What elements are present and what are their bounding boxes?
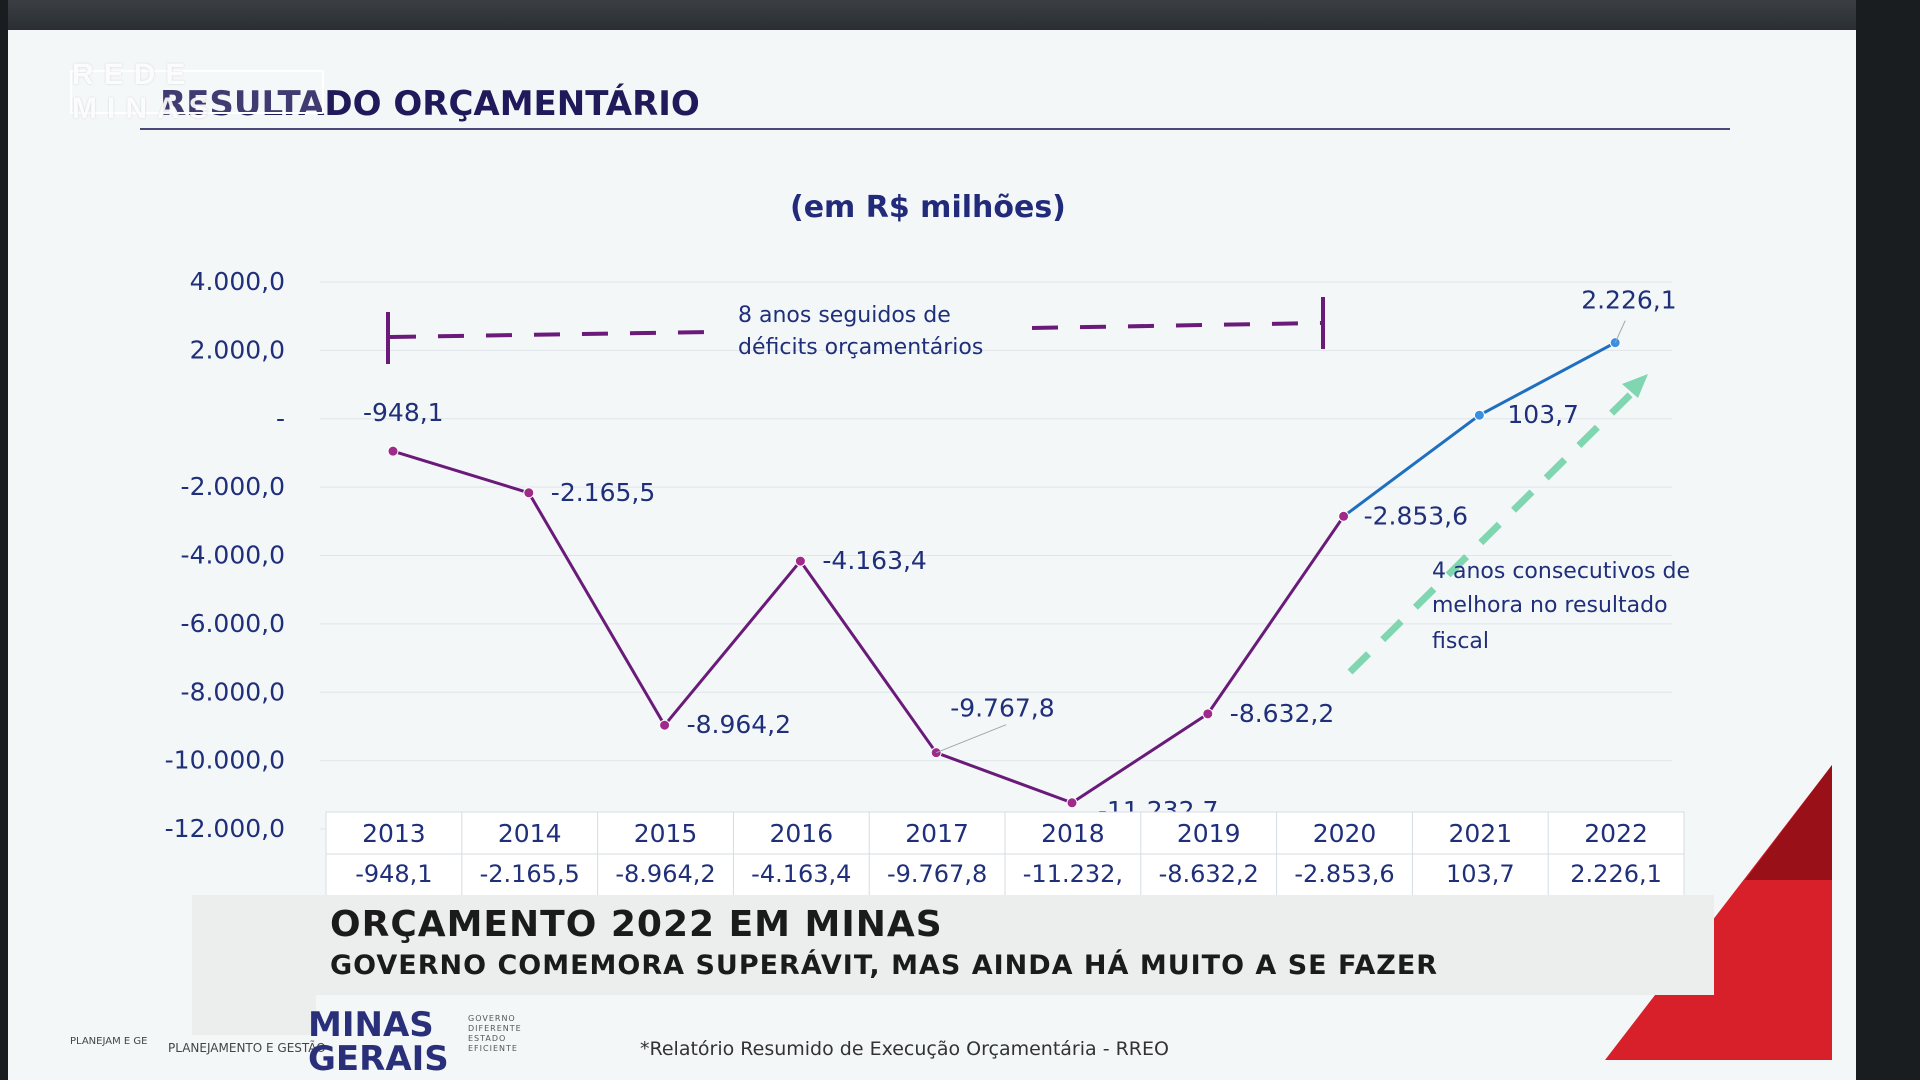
table-year-cell: 2017 xyxy=(905,819,969,848)
logo-line2: GERAIS xyxy=(308,1039,449,1079)
series-segment xyxy=(663,560,802,727)
data-point xyxy=(523,487,535,499)
screen-bezel-right xyxy=(1856,0,1920,1080)
data-label: -8.632,2 xyxy=(1230,699,1334,728)
table-value-cell: -9.767,8 xyxy=(887,860,987,888)
table-year-cell: 2015 xyxy=(634,819,698,848)
table-year-cell: 2016 xyxy=(769,819,833,848)
lower-third-tab xyxy=(192,995,316,1035)
data-label: -9.767,8 xyxy=(950,694,1054,723)
data-point xyxy=(387,445,399,457)
table-year-cell: 2014 xyxy=(498,819,562,848)
data-label: 2.226,1 xyxy=(1581,286,1676,315)
y-tick-label: 2.000,0 xyxy=(190,335,285,364)
slide-title: RESULTADO ORÇAMENTÁRIO xyxy=(160,84,700,124)
table-year-cell: 2020 xyxy=(1313,819,1377,848)
y-tick-label: -10.000,0 xyxy=(165,746,285,775)
data-point xyxy=(1202,708,1214,720)
deficit-annotation-line1: 8 anos seguidos de xyxy=(738,303,951,328)
y-tick-label: -8.000,0 xyxy=(181,677,285,706)
improve-annotation-line2: melhora no resultado xyxy=(1432,593,1668,618)
planning-logo: PLANEJAMENTO E GESTÃO xyxy=(168,1041,326,1055)
logo-line1: MINAS xyxy=(308,1005,434,1045)
table-value-cell: -8.632,2 xyxy=(1159,860,1259,888)
table-value-cell: 103,7 xyxy=(1446,860,1515,888)
deficit-bracket: 8 anos seguidos de déficits orçamentário… xyxy=(386,297,1325,364)
screen-bezel-left xyxy=(0,0,8,1080)
deficit-annotation-line2: déficits orçamentários xyxy=(738,335,983,360)
data-point xyxy=(1338,510,1350,522)
data-label: -2.853,6 xyxy=(1364,501,1468,530)
series-segment xyxy=(1206,515,1345,715)
leader-line xyxy=(1614,320,1626,343)
table-value-cell: -8.964,2 xyxy=(615,860,715,888)
news-subheadline: GOVERNO COMEMORA SUPERÁVIT, MAS AINDA HÁ… xyxy=(330,950,1439,981)
series-segment xyxy=(935,751,1073,805)
improve-annotation-line1: 4 anos consecutivos de xyxy=(1432,559,1690,584)
data-label: -2.165,5 xyxy=(551,478,655,507)
improvement-arrow-shaft xyxy=(1347,387,1638,675)
data-label: 103,7 xyxy=(1507,400,1579,429)
series-segment xyxy=(1478,341,1616,417)
lower-third-panel xyxy=(192,895,1714,995)
grid-lines xyxy=(320,281,1672,830)
y-tick-label: -4.000,0 xyxy=(181,541,285,570)
series-lines xyxy=(392,341,1616,805)
data-labels: -948,1-2.165,5-8.964,2-4.163,4-9.767,8-1… xyxy=(363,286,1677,825)
table-value-cell: -4.163,4 xyxy=(751,860,851,888)
table-year-cell: 2018 xyxy=(1041,819,1105,848)
chart-subtitle: (em R$ milhões) xyxy=(790,190,1066,225)
series-segment xyxy=(799,560,938,754)
news-headline: ORÇAMENTO 2022 EM MINAS xyxy=(330,904,943,945)
data-table: 2013 2014 2015 2016 2017 2018 2019 2020 2021 2022… xyxy=(325,811,1685,897)
table-value-cell: -948,1 xyxy=(355,860,432,888)
series-segment xyxy=(392,449,530,495)
source-footnote: *Relatório Resumido de Execução Orçament… xyxy=(640,1038,1169,1060)
table-value-cell: -2.853,6 xyxy=(1294,860,1394,888)
improvement-arrow-head xyxy=(1622,374,1648,398)
table-year-cell: 2022 xyxy=(1584,819,1648,848)
leader-line xyxy=(936,724,1007,754)
improvement-arrow: 4 anos consecutivos de melhora no result… xyxy=(1347,374,1690,675)
partner-logo-small: PLANEJAM E GE xyxy=(70,1036,148,1047)
data-point xyxy=(659,719,671,731)
y-axis-ticks: 4.000,0 2.000,0 - -2.000,0 -4.000,0 -6.000,0 -… xyxy=(165,267,285,843)
title-divider xyxy=(140,128,1730,130)
y-tick-label: -2.000,0 xyxy=(181,472,285,501)
data-point xyxy=(1473,409,1485,421)
data-label: -948,1 xyxy=(363,398,444,427)
table-value-cell: -11.232, xyxy=(1023,860,1123,888)
table-year-cell: 2019 xyxy=(1177,819,1241,848)
series-points xyxy=(387,337,1621,809)
series-segment xyxy=(527,492,666,726)
y-tick-label: 4.000,0 xyxy=(190,267,285,296)
minas-gerais-logo: MINAS GERAIS xyxy=(308,1008,449,1076)
table-year-cell: 2013 xyxy=(362,819,426,848)
table-value-cell: 2.226,1 xyxy=(1570,860,1662,888)
data-point xyxy=(794,555,806,567)
series-segment xyxy=(1071,712,1209,805)
table-value-cell: -2.165,5 xyxy=(480,860,580,888)
series-segment xyxy=(1342,414,1481,518)
corner-graphic-shade xyxy=(1745,765,1832,880)
y-tick-label: -12.000,0 xyxy=(165,814,285,843)
data-label: -4.163,4 xyxy=(822,546,926,575)
data-label: -8.964,2 xyxy=(687,710,791,739)
data-point xyxy=(1066,797,1078,809)
bracket-dash-right xyxy=(1031,321,1322,330)
y-tick-label: -6.000,0 xyxy=(181,609,285,638)
y-tick-label: - xyxy=(276,404,285,433)
bracket-dash-left xyxy=(389,330,709,339)
logo-tagline: GOVERNO DIFERENTE ESTADO EFICIENTE xyxy=(468,1014,522,1053)
table-year-cell: 2021 xyxy=(1448,819,1512,848)
improve-annotation-line3: fiscal xyxy=(1432,629,1489,654)
